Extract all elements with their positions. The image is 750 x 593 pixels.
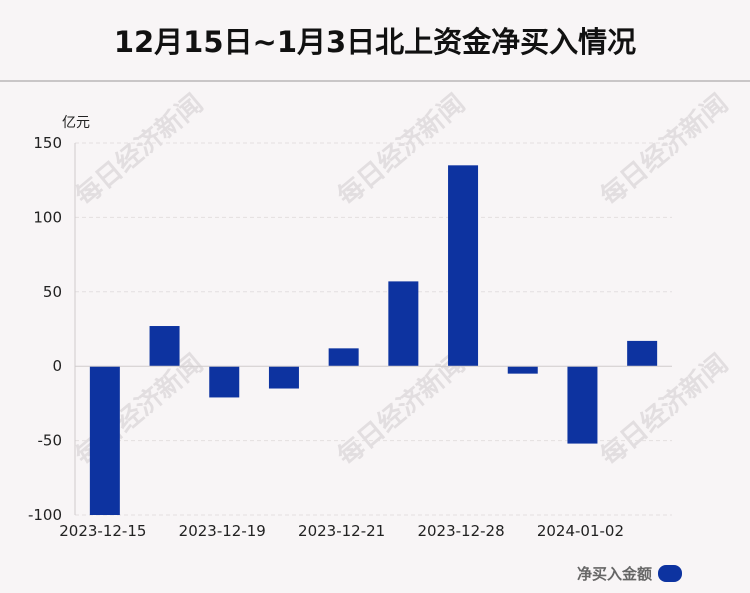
bar [567,366,598,444]
title-divider [0,80,750,82]
y-axis-unit-label: 亿元 [62,115,90,131]
bar [627,340,658,367]
y-tick-label: 0 [52,357,62,375]
bar [149,326,180,367]
bar [507,366,538,374]
y-tick-label: 50 [43,283,62,301]
legend: 净买入金额 [577,563,683,584]
x-tick-label: 2023-12-28 [417,522,504,540]
bar [268,366,299,389]
bar [448,165,479,367]
bar [328,348,359,367]
chart-title: 12月15日~1月3日北上资金净买入情况 [113,25,637,59]
y-tick-label: -50 [38,432,63,450]
bar [388,281,419,367]
bar [209,366,240,398]
x-tick-label: 2023-12-21 [298,522,385,540]
y-tick-label: -100 [28,506,62,524]
legend-swatch [658,565,683,582]
legend-label: 净买入金额 [577,565,653,583]
y-tick-label: 150 [33,134,62,152]
x-tick-label: 2024-01-02 [537,522,624,540]
x-tick-label: 2023-12-15 [59,522,146,540]
x-tick-label: 2023-12-19 [179,522,266,540]
y-tick-label: 100 [33,208,62,226]
bar [89,366,120,515]
